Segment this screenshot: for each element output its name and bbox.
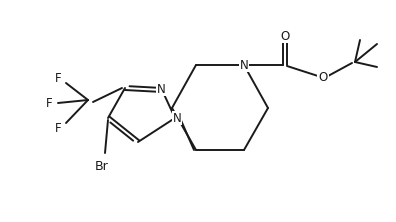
Text: F: F	[46, 97, 52, 109]
Text: N: N	[240, 59, 248, 71]
Text: N: N	[173, 111, 181, 125]
Text: O: O	[318, 71, 327, 83]
Text: F: F	[55, 71, 61, 85]
Text: F: F	[55, 121, 61, 135]
Text: O: O	[280, 30, 289, 42]
Text: N: N	[157, 83, 166, 95]
Text: Br: Br	[95, 159, 109, 172]
